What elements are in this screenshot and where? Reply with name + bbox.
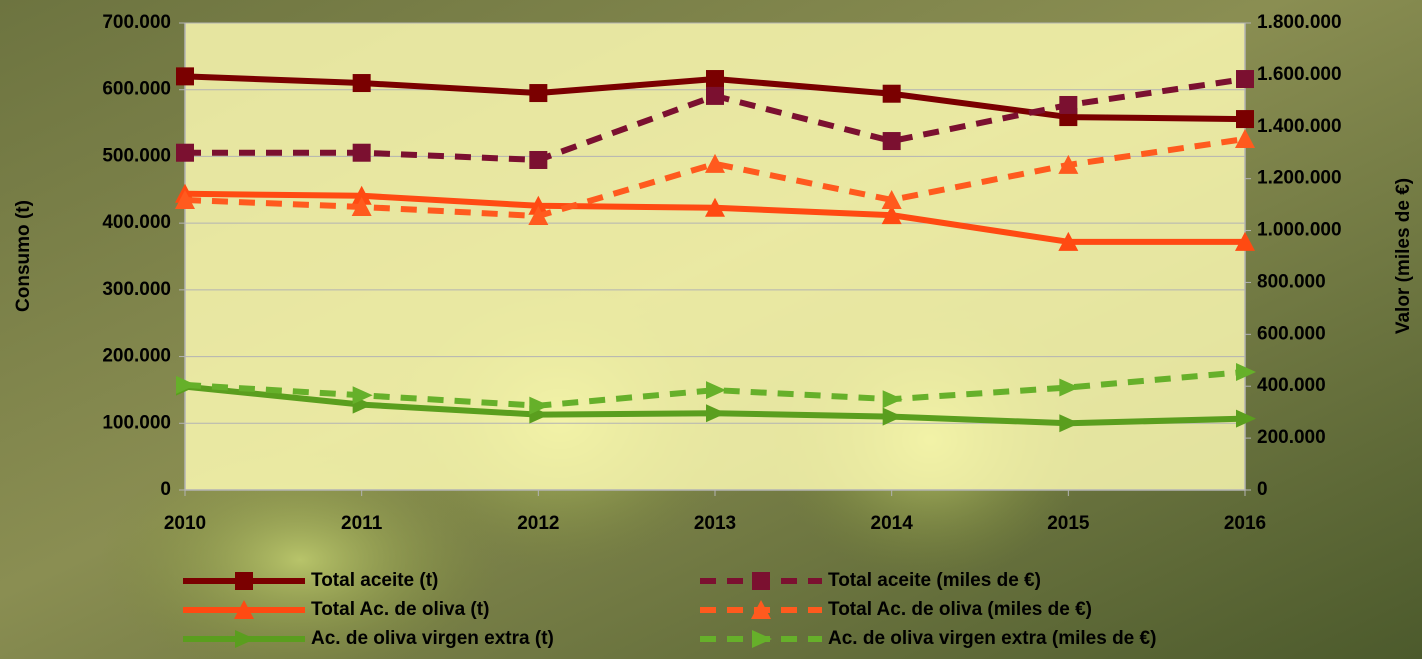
legend-label: Ac. de oliva virgen extra (miles de €) — [828, 628, 1156, 649]
y2-tick-label: 0 — [1257, 479, 1268, 500]
data-point — [1236, 70, 1254, 89]
legend-label: Total aceite (miles de €) — [828, 570, 1041, 591]
data-point — [528, 195, 549, 215]
legend-label: Ac. de oliva virgen extra (t) — [311, 628, 554, 649]
data-point — [1058, 231, 1079, 251]
y2-tick-label: 800.000 — [1257, 271, 1326, 292]
y-tick-label: 100.000 — [102, 412, 171, 433]
data-point — [1236, 362, 1256, 381]
data-point — [706, 70, 724, 89]
y2-tick-label: 1.600.000 — [1257, 64, 1342, 85]
data-point — [352, 386, 373, 405]
y-tick-label: 500.000 — [102, 145, 171, 166]
legend-label: Total aceite (t) — [311, 570, 438, 591]
legend-marker — [235, 572, 253, 590]
data-point — [1059, 95, 1078, 114]
data-point — [351, 196, 372, 216]
data-point — [1059, 414, 1080, 433]
data-point — [882, 132, 901, 151]
data-point — [1235, 231, 1255, 251]
data-point — [529, 396, 550, 415]
legend-label: Total Ac. de oliva (t) — [311, 599, 489, 620]
y2-tick-label: 200.000 — [1257, 427, 1326, 448]
legend-label: Total Ac. de oliva (miles de €) — [828, 599, 1092, 620]
x-tick-label: 2013 — [694, 513, 736, 534]
data-point — [705, 153, 725, 173]
y-tick-label: 200.000 — [102, 346, 171, 367]
y-tick-label: 700.000 — [102, 12, 171, 33]
data-point — [882, 390, 903, 409]
data-point — [706, 86, 724, 105]
y2-tick-label: 1.800.000 — [1257, 12, 1342, 33]
y2-tick-label: 600.000 — [1257, 323, 1326, 344]
x-tick-label: 2014 — [871, 513, 914, 534]
data-point — [529, 150, 548, 169]
x-tick-label: 2016 — [1224, 513, 1266, 534]
data-point — [706, 404, 726, 423]
y-tick-label: 0 — [160, 479, 171, 500]
data-point — [881, 205, 902, 225]
y2-tick-label: 1.000.000 — [1257, 220, 1342, 241]
data-point — [176, 143, 194, 162]
data-point — [881, 189, 902, 209]
data-point — [705, 197, 725, 217]
data-point — [528, 206, 549, 226]
x-tick-label: 2012 — [517, 513, 559, 534]
legend-marker — [751, 600, 771, 619]
y2-tick-label: 400.000 — [1257, 375, 1326, 396]
data-point — [706, 381, 726, 400]
data-point — [529, 84, 548, 103]
legend-marker — [235, 630, 255, 648]
legend-marker — [752, 572, 770, 590]
data-point — [351, 185, 372, 205]
data-point — [1235, 128, 1255, 148]
y2-tick-label: 1.200.000 — [1257, 168, 1342, 189]
data-point — [1059, 378, 1080, 397]
data-point — [352, 74, 371, 93]
data-point — [176, 375, 196, 394]
data-point — [175, 189, 195, 209]
data-point — [882, 407, 903, 426]
data-point — [1058, 154, 1079, 174]
y-tick-label: 600.000 — [102, 79, 171, 100]
y-tick-label: 300.000 — [102, 279, 171, 300]
x-tick-label: 2015 — [1047, 513, 1090, 534]
data-point — [882, 84, 901, 103]
legend-marker — [752, 630, 772, 648]
data-point — [1236, 110, 1254, 129]
data-point — [176, 67, 194, 86]
background-olive — [100, 440, 500, 659]
x-tick-label: 2011 — [341, 513, 383, 534]
y-tick-label: 400.000 — [102, 212, 171, 233]
y2-tick-label: 1.400.000 — [1257, 116, 1342, 137]
data-point — [1236, 409, 1256, 428]
x-tick-label: 2010 — [164, 513, 206, 534]
y2-axis-label: Valor (miles de €) — [1393, 178, 1414, 334]
legend-marker — [234, 600, 254, 619]
y-axis-label: Consumo (t) — [13, 200, 34, 312]
data-point — [352, 143, 371, 162]
